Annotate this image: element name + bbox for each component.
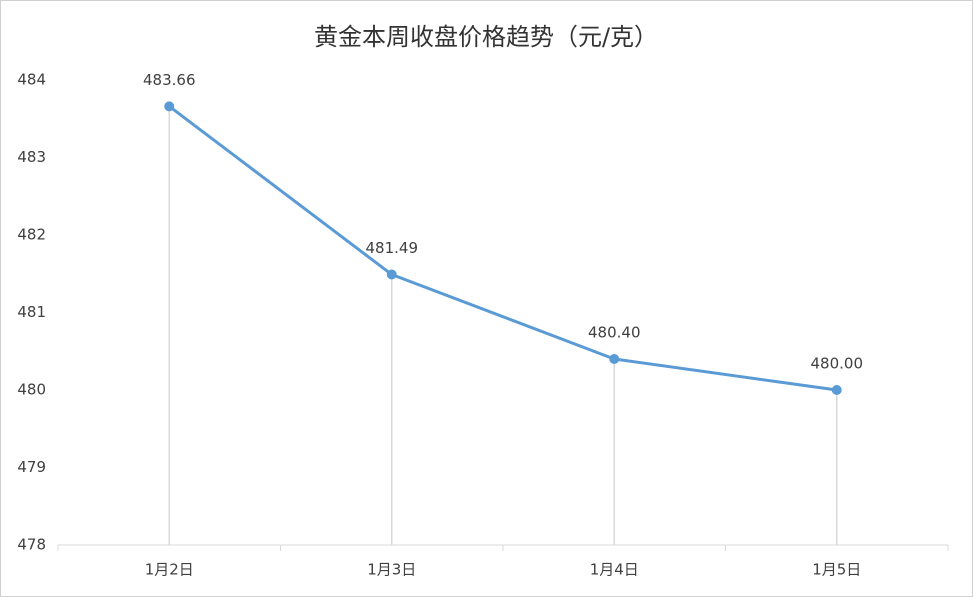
y-tick-label: 484 [17,71,46,89]
data-label: 481.49 [366,239,419,257]
chart-title: 黄金本周收盘价格趋势（元/克） [314,23,658,51]
x-tick-label: 1月2日 [145,561,194,579]
point [164,101,175,112]
line [168,105,837,392]
y-tick-label: 480 [17,381,46,399]
y-tick-label: 483 [17,148,46,166]
y-tick-label: 478 [17,536,46,554]
data-label: 480.40 [588,324,641,342]
y-tick-label: 481 [17,303,46,321]
x-tick-label: 1月3日 [367,561,416,579]
point [386,269,397,280]
y-tick-label: 482 [17,226,46,244]
y-tick-label: 479 [17,458,46,476]
data-label: 480.00 [811,355,864,373]
data-label: 483.66 [143,71,196,89]
point [831,385,842,395]
point [609,354,620,364]
x-tick-label: 1月4日 [590,561,639,579]
x-tick-label: 1月5日 [812,561,861,579]
